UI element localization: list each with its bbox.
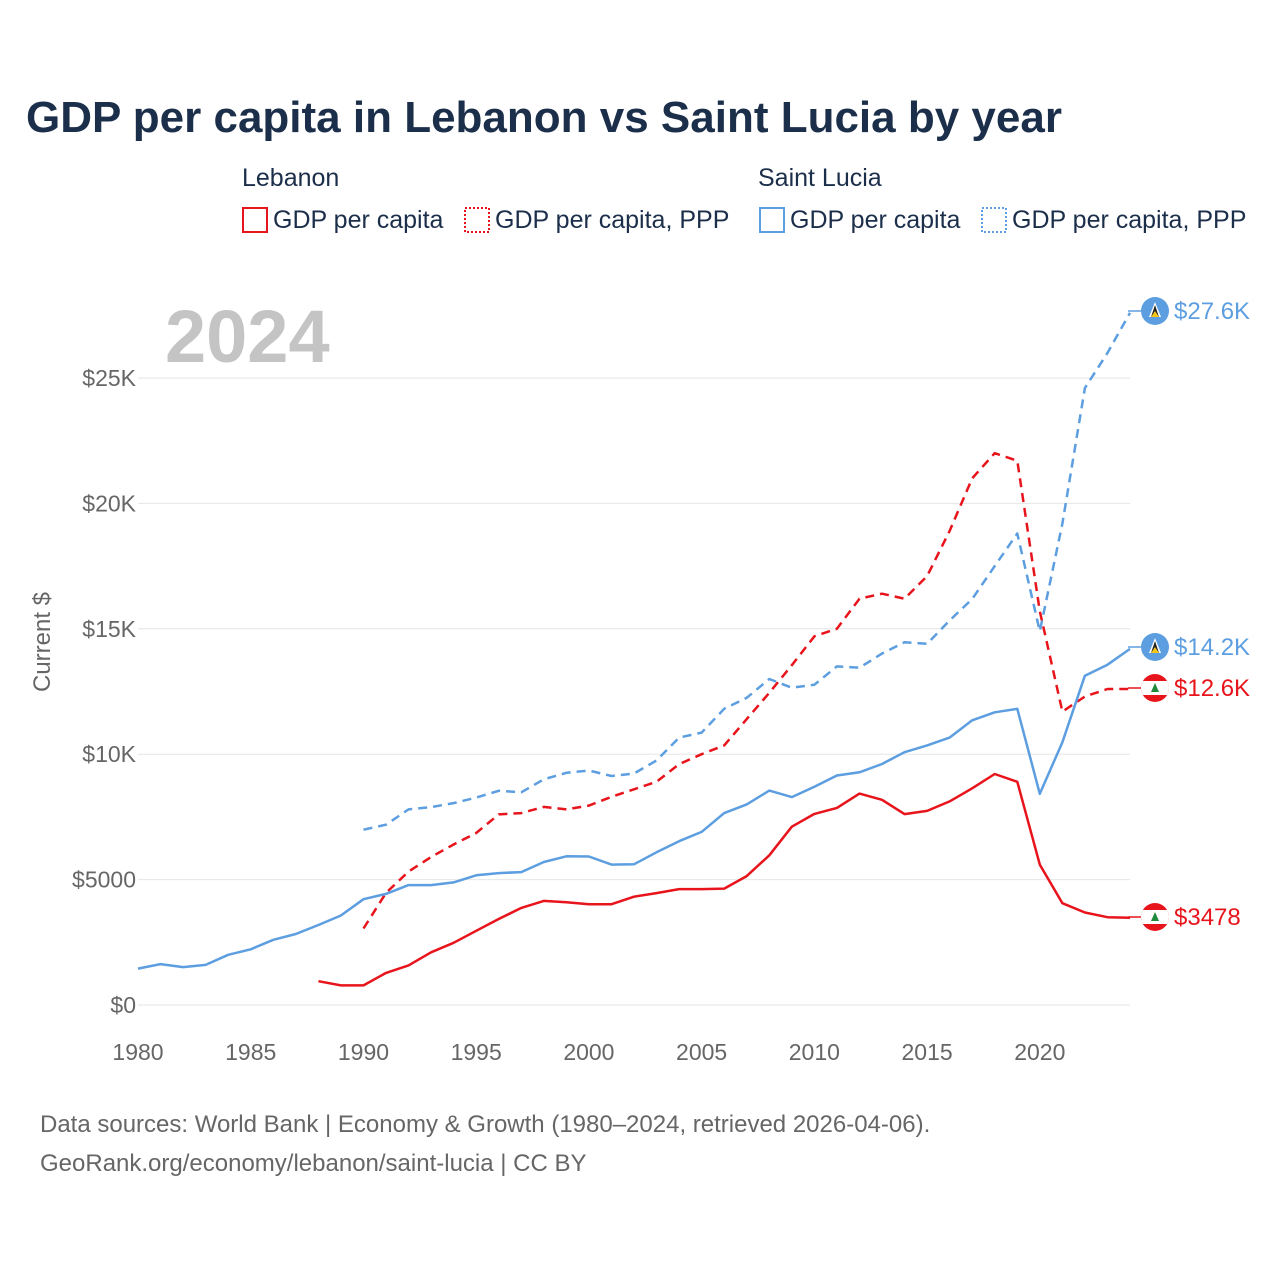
grid-lines — [138, 377, 1130, 1006]
x-axis-ticks: 1980 1985 1990 1995 2000 2005 2010 2015 2020 — [112, 1039, 1065, 1065]
end-label-lucia-ppp: $27.6K — [1174, 298, 1250, 325]
legend-swatch-lucia-gdp — [759, 207, 785, 233]
legend-group-lebanon: Lebanon — [242, 164, 339, 192]
series-line-saint-lucia-gdp-per-capita-ppp — [363, 312, 1132, 831]
end-label-lebanon-gdp: $3478 — [1174, 904, 1241, 931]
x-tick-label: 2015 — [902, 1039, 953, 1065]
saint-lucia-flag-icon — [1141, 633, 1169, 661]
legend-group-saint-lucia: Saint Lucia — [758, 164, 882, 192]
x-tick-label: 1985 — [225, 1039, 276, 1065]
legend: Lebanon GDP per capita GDP per capita, P… — [242, 164, 1246, 234]
source-text: Data sources: World Bank | Economy & Gro… — [40, 1111, 930, 1138]
series-line-saint-lucia-gdp-per-capita — [137, 647, 1131, 970]
y-tick-label: $20K — [82, 490, 136, 516]
legend-item-lebanon-ppp[interactable]: GDP per capita, PPP — [495, 206, 729, 234]
y-tick-label: $15K — [82, 616, 136, 642]
legend-swatch-lebanon-ppp — [464, 207, 490, 233]
y-axis-label: Current $ — [29, 592, 56, 692]
year-display: 2024 — [165, 295, 330, 378]
saint-lucia-flag-icon — [1141, 297, 1169, 325]
series-line-lebanon-gdp-per-capita — [318, 772, 1131, 987]
y-tick-label: $25K — [82, 365, 136, 391]
source-url[interactable]: GeoRank.org/economy/lebanon/saint-lucia … — [40, 1150, 587, 1177]
y-tick-label: $10K — [82, 741, 136, 767]
legend-swatch-lucia-ppp — [981, 207, 1007, 233]
lebanon-flag-icon — [1141, 674, 1169, 702]
end-label-lebanon-ppp: $12.6K — [1174, 675, 1250, 702]
end-labels: $27.6K $14.2K $12.6K — [1128, 297, 1250, 931]
x-tick-label: 1980 — [112, 1039, 163, 1065]
y-tick-label: $0 — [110, 992, 136, 1018]
x-tick-label: 2020 — [1014, 1039, 1065, 1065]
legend-swatch-lebanon-gdp — [242, 207, 268, 233]
x-tick-label: 1990 — [338, 1039, 389, 1065]
lebanon-flag-icon — [1141, 903, 1169, 931]
series-lines — [137, 312, 1132, 987]
legend-item-lebanon-gdp[interactable]: GDP per capita — [273, 206, 444, 234]
x-tick-label: 2000 — [563, 1039, 614, 1065]
y-tick-label: $5000 — [72, 867, 136, 893]
chart-title: GDP per capita in Lebanon vs Saint Lucia… — [26, 93, 1062, 142]
legend-item-lucia-gdp[interactable]: GDP per capita — [790, 206, 961, 234]
series-line-lebanon-gdp-per-capita-ppp — [362, 451, 1130, 930]
legend-item-lucia-ppp[interactable]: GDP per capita, PPP — [1012, 206, 1246, 234]
x-tick-label: 2010 — [789, 1039, 840, 1065]
end-label-lucia-gdp: $14.2K — [1174, 634, 1250, 661]
x-tick-label: 2005 — [676, 1039, 727, 1065]
x-tick-label: 1995 — [451, 1039, 502, 1065]
y-axis-ticks: $0 $5000 $10K $15K $20K $25K — [72, 365, 137, 1018]
